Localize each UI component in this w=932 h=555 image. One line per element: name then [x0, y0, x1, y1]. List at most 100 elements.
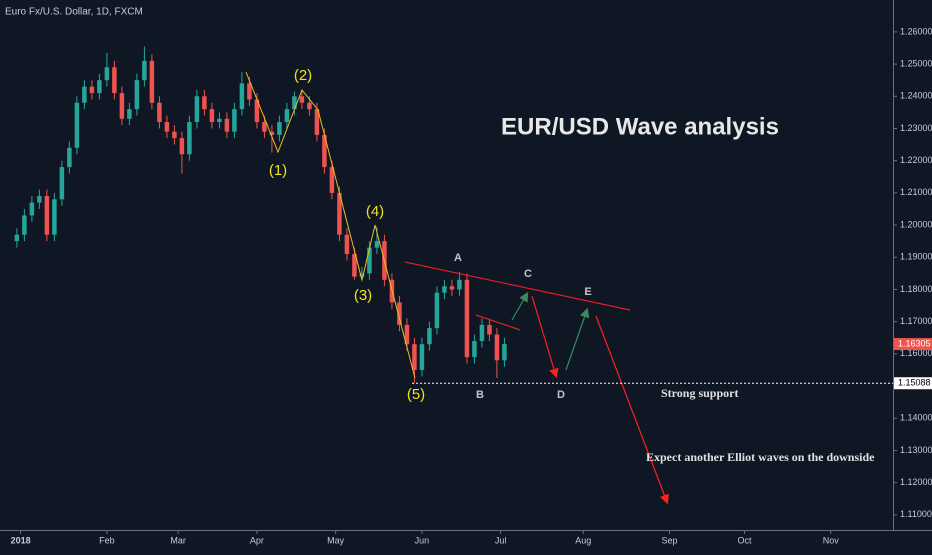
- candle-body: [104, 67, 110, 81]
- symbol-header: Euro Fx/U.S. Dollar, 1D, FXCM: [5, 7, 143, 18]
- candle-body: [262, 122, 267, 132]
- candle-body: [247, 83, 252, 100]
- support-label: 1.15088: [898, 378, 931, 388]
- y-tick-label: 1.12000: [900, 477, 932, 487]
- candle-body: [404, 324, 410, 345]
- y-tick-label: 1.24000: [900, 91, 932, 101]
- wave-letter: E: [584, 286, 591, 298]
- wave-label: (1): [269, 162, 287, 179]
- candle-body: [209, 109, 215, 123]
- candle-body: [37, 196, 42, 203]
- x-tick-label: Apr: [250, 535, 264, 545]
- candle-body: [277, 122, 282, 135]
- wave-letter: C: [524, 268, 532, 280]
- arrow: [531, 295, 559, 379]
- candle-body: [164, 122, 170, 132]
- y-tick-label: 1.18000: [900, 284, 932, 294]
- candle-body: [337, 192, 342, 235]
- candle-body: [134, 80, 140, 110]
- candle-body: [14, 234, 20, 242]
- candle-body: [194, 96, 200, 123]
- y-tick-label: 1.23000: [900, 123, 932, 133]
- wave-label: (2): [294, 67, 312, 84]
- candle-body: [239, 83, 245, 110]
- candle-body: [44, 196, 50, 235]
- candle-body: [217, 118, 222, 123]
- x-tick-label: Jun: [415, 535, 430, 545]
- candle-body: [449, 286, 455, 290]
- y-tick-label: 1.25000: [900, 58, 932, 68]
- candle-body: [157, 102, 162, 123]
- candle-body: [127, 109, 132, 119]
- candle-body: [119, 93, 125, 119]
- trend-line: [404, 261, 631, 311]
- candle-body: [22, 215, 27, 235]
- candle-body: [142, 60, 147, 81]
- last-price-tag: [894, 338, 932, 351]
- last-price-label: 1.16305: [898, 338, 931, 348]
- arrow: [511, 291, 529, 321]
- arrow: [595, 315, 669, 505]
- candle-body: [179, 138, 185, 155]
- candle-body: [59, 167, 65, 200]
- candle-body: [322, 134, 327, 168]
- y-tick-label: 1.13000: [900, 445, 932, 455]
- candle-body: [299, 96, 305, 103]
- y-tick-label: 1.26000: [900, 26, 932, 36]
- candle-body: [172, 131, 177, 139]
- candle-body: [494, 334, 500, 361]
- candle-body: [442, 286, 447, 293]
- candle-body: [224, 118, 230, 132]
- candle-body: [419, 344, 425, 370]
- candle-body: [479, 324, 485, 341]
- arrow: [565, 307, 590, 371]
- candle-body: [187, 122, 192, 155]
- y-tick-label: 1.11000: [900, 509, 932, 519]
- y-tick-label: 1.16000: [900, 348, 932, 358]
- candle-body: [487, 324, 492, 335]
- candle-body: [97, 80, 102, 94]
- candle-body: [89, 86, 95, 94]
- candle-body: [232, 109, 237, 132]
- x-tick-label: Jul: [495, 535, 507, 545]
- wave-line: [245, 71, 416, 379]
- y-tick-label: 1.20000: [900, 219, 932, 229]
- wave-letter: A: [454, 252, 462, 264]
- x-tick-label: Feb: [99, 535, 115, 545]
- x-tick-label: Oct: [737, 535, 752, 545]
- candle-body: [202, 96, 207, 110]
- wave-letter: B: [476, 389, 484, 401]
- drawings: [245, 71, 669, 505]
- candle-body: [434, 292, 440, 329]
- x-tick-label: May: [327, 535, 345, 545]
- candle-body: [397, 302, 402, 325]
- candle-body: [412, 344, 417, 370]
- wave-label: (5): [407, 386, 425, 403]
- outlook-note: Expect another Elliot waves on the downs…: [646, 450, 875, 464]
- x-tick-label: Aug: [575, 535, 591, 545]
- candle-body: [374, 241, 380, 248]
- x-tick-label: Mar: [170, 535, 186, 545]
- candle-body: [502, 344, 507, 361]
- candle-body: [149, 60, 155, 103]
- support-note: Strong support: [661, 386, 738, 400]
- wave-letter: D: [557, 389, 565, 401]
- candle-body: [52, 199, 57, 235]
- candle-body: [352, 254, 357, 277]
- candle-body: [359, 273, 365, 277]
- trend-line: [475, 314, 521, 331]
- candle-body: [82, 86, 87, 103]
- y-tick-label: 1.22000: [900, 155, 932, 165]
- candle-body: [472, 340, 477, 358]
- candle-body: [329, 167, 335, 193]
- candle-body: [464, 279, 470, 358]
- candle-body: [112, 67, 117, 94]
- candle-body: [344, 234, 350, 255]
- y-tick-label: 1.17000: [900, 316, 932, 326]
- candle-body: [74, 102, 80, 148]
- wave-label: (3): [354, 287, 372, 304]
- candles: [14, 46, 507, 384]
- y-tick-label: 1.14000: [900, 413, 932, 423]
- y-tick-label: 1.21000: [900, 187, 932, 197]
